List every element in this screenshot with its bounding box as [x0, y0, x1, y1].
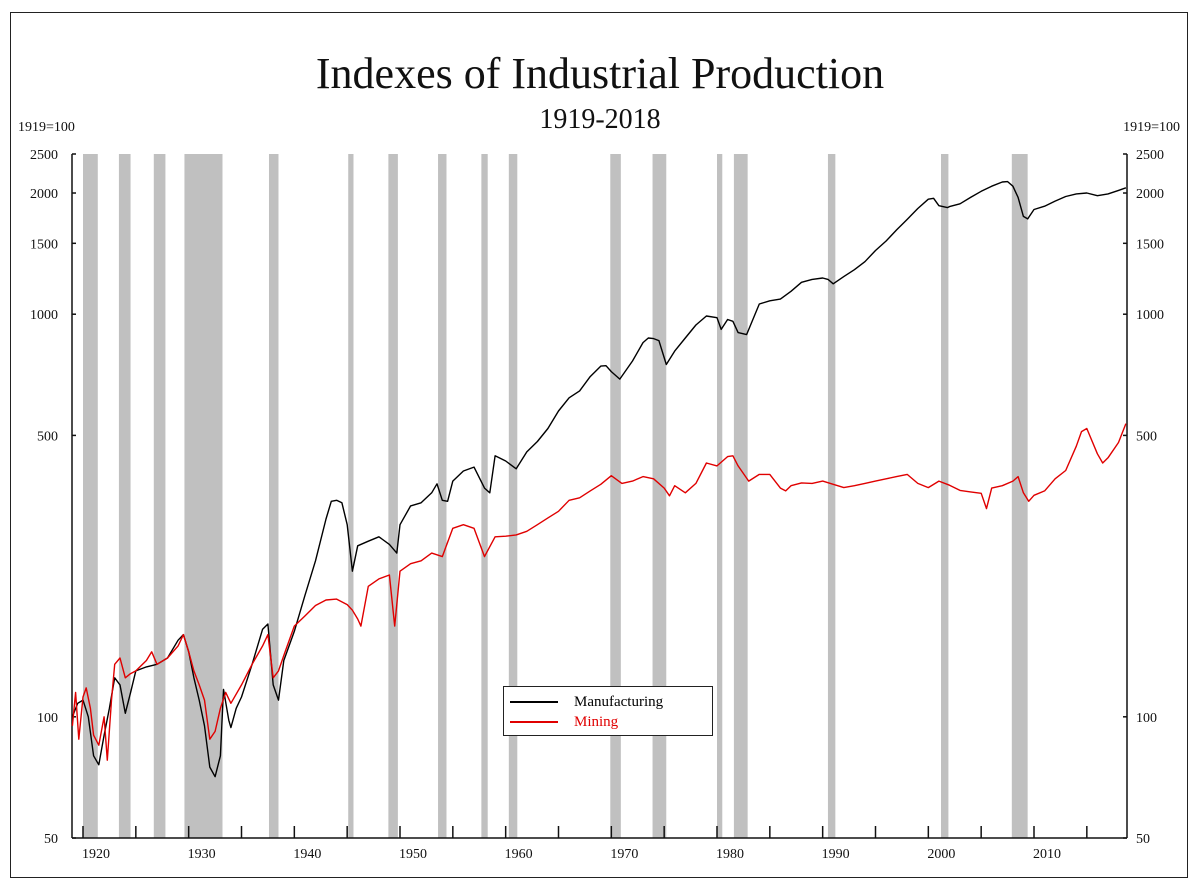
recession-band — [481, 154, 488, 838]
x-tick-label: 1930 — [188, 847, 216, 862]
series-line-manufacturing — [71, 180, 1127, 778]
x-tick-label: 1970 — [610, 847, 638, 862]
y-tick-label-right: 50 — [1136, 832, 1150, 847]
series-lines — [71, 180, 1127, 778]
recession-band — [827, 154, 836, 838]
x-tick-label: 2000 — [927, 847, 955, 862]
x-tick-label: 1920 — [82, 847, 110, 862]
recession-band — [268, 154, 279, 838]
recession-band — [610, 154, 621, 838]
chart-subtitle: 1919-2018 — [539, 104, 661, 135]
recession-band — [941, 154, 949, 838]
y-tick-label-left: 100 — [37, 711, 58, 726]
y-tick-label-left: 500 — [37, 429, 58, 444]
recession-band — [388, 154, 398, 838]
series-line-mining — [71, 423, 1127, 761]
y-tick-label-left: 50 — [44, 832, 58, 847]
y-tick-label-right: 2000 — [1136, 187, 1164, 202]
recession-band — [83, 154, 98, 838]
recession-band — [508, 154, 518, 838]
x-tick-label: 1990 — [822, 847, 850, 862]
x-tick-label: 1960 — [505, 847, 533, 862]
x-tick-label: 1950 — [399, 847, 427, 862]
recession-band — [348, 154, 354, 838]
y-tick-label-left: 2000 — [30, 187, 58, 202]
y-tick-label-left: 1500 — [30, 237, 58, 252]
recession-band — [118, 154, 131, 838]
legend-swatch-manufacturing — [510, 701, 558, 703]
recession-band — [717, 154, 723, 838]
x-tick-label: 2010 — [1033, 847, 1061, 862]
chart-title: Indexes of Industrial Production — [315, 49, 885, 98]
legend-label-manufacturing: Manufacturing — [574, 693, 664, 710]
axes: 50 50 100 100 500 500 1000 1000 1500 1500 2000 2000… — [30, 148, 1164, 862]
x-tick-label: 1980 — [716, 847, 744, 862]
recession-bands — [83, 154, 1028, 838]
y-tick-label-right: 500 — [1136, 429, 1157, 444]
recession-band — [153, 154, 166, 838]
legend-item-manufacturing: Manufacturing — [510, 693, 663, 711]
y-tick-label-left: 1000 — [30, 308, 58, 323]
y-tick-label-right: 1500 — [1136, 237, 1164, 252]
recession-band — [733, 154, 748, 838]
x-tick-label: 1940 — [293, 847, 321, 862]
y-tick-label-right: 100 — [1136, 711, 1157, 726]
y-axis-unit-right: 1919=100 — [1123, 120, 1180, 135]
recession-band — [438, 154, 447, 838]
chart-frame — [10, 12, 1188, 878]
recession-band — [652, 154, 667, 838]
y-tick-label-right: 2500 — [1136, 148, 1164, 163]
y-axis-unit-left: 1919=100 — [18, 120, 75, 135]
y-tick-label-left: 2500 — [30, 148, 58, 163]
recession-band — [184, 154, 223, 838]
legend-swatch-mining — [510, 721, 558, 723]
legend-label-mining: Mining — [574, 713, 619, 730]
legend-item-mining: Mining — [510, 713, 618, 731]
y-tick-label-right: 1000 — [1136, 308, 1164, 323]
legend: Manufacturing Mining — [503, 686, 713, 736]
recession-band — [1011, 154, 1028, 838]
